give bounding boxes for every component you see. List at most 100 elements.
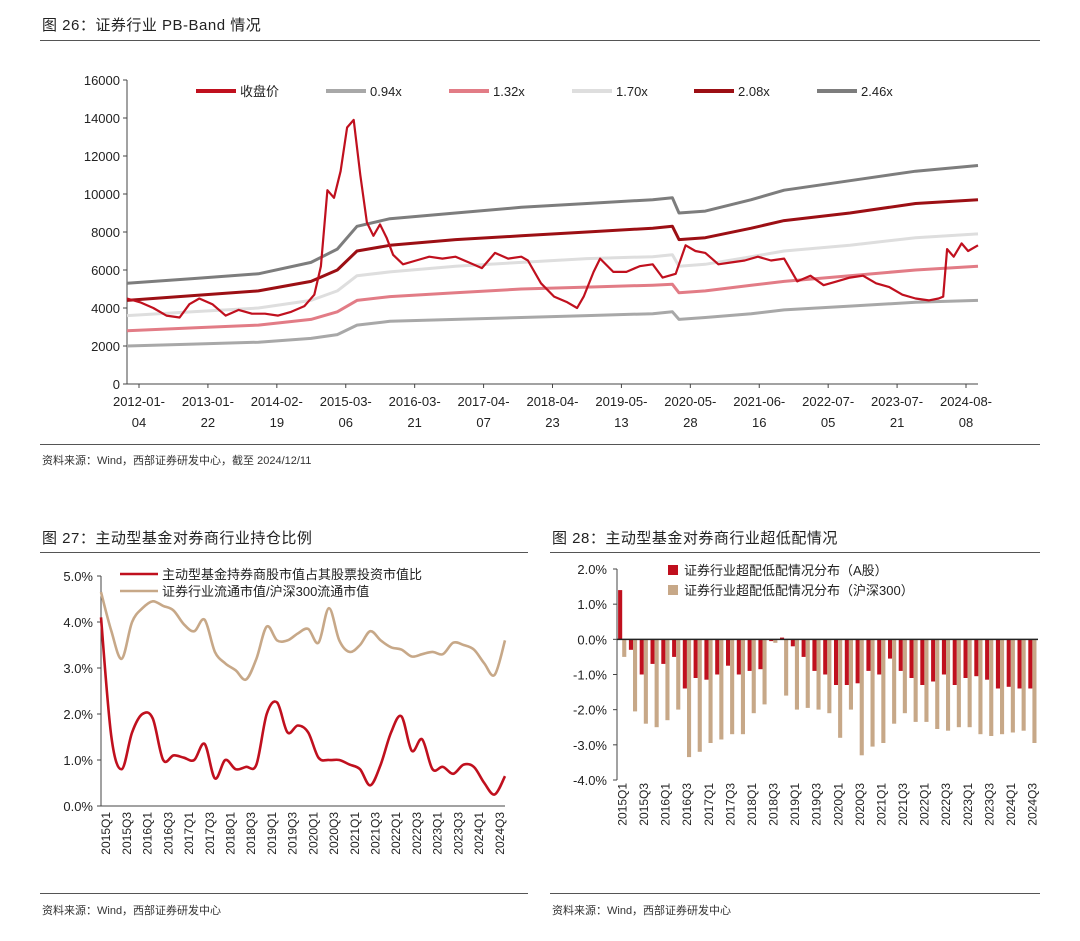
bar-a-share (888, 639, 893, 659)
legend-label: 2.46x (861, 84, 893, 99)
x-tick-label: 04 (132, 415, 146, 430)
bar-hs300 (643, 639, 648, 724)
x-tick-label: 08 (959, 415, 973, 430)
bar-hs300 (687, 639, 692, 758)
bar-hs300 (924, 639, 929, 722)
fig28-top-rule (550, 552, 1040, 553)
y-tick-label: 12000 (84, 149, 120, 164)
x-tick-label: 2014-02- (251, 394, 303, 409)
bar-hs300 (654, 639, 659, 728)
bar-a-share (877, 639, 882, 675)
series-line-收盘价 (126, 118, 979, 319)
legend-label: 证券行业超配低配情况分布（沪深300） (684, 583, 914, 598)
x-tick-label: 2016Q1 (141, 812, 155, 855)
y-tick-label: 2.0% (63, 707, 93, 722)
x-tick-label: 07 (476, 415, 490, 430)
x-tick-label: 05 (821, 415, 835, 430)
bar-hs300 (967, 639, 972, 728)
series-line-证券行业流通市值/沪深300流通市值 (99, 591, 507, 682)
y-tick-label: 3.0% (63, 661, 93, 676)
x-tick-label: 2018Q1 (745, 783, 759, 826)
x-tick-label: 2018Q1 (224, 812, 238, 855)
x-tick-label: 2020-05- (664, 394, 716, 409)
legend-label: 证券行业超配低配情况分布（A股） (684, 563, 888, 578)
bar-a-share (747, 639, 752, 671)
x-tick-label: 2019Q1 (265, 812, 279, 855)
bar-a-share (941, 639, 946, 675)
x-tick-label: 2016Q3 (680, 783, 694, 826)
bar-hs300 (892, 639, 897, 724)
x-tick-label: 2022Q3 (410, 812, 424, 855)
bar-a-share (1017, 639, 1022, 689)
bar-hs300 (859, 639, 864, 756)
fig26-title: 图 26：证券行业 PB-Band 情况 (42, 17, 262, 34)
bar-hs300 (838, 639, 843, 738)
fig27-top-rule (40, 552, 528, 553)
bar-hs300 (870, 639, 875, 747)
bar-hs300 (633, 639, 638, 712)
bar-hs300 (740, 639, 745, 735)
bar-a-share (898, 639, 903, 671)
legend-label: 2.08x (738, 84, 770, 99)
x-tick-label: 2020Q3 (853, 783, 867, 826)
bar-hs300 (956, 639, 961, 728)
y-tick-label: -2.0% (573, 703, 607, 718)
y-tick-label: -3.0% (573, 738, 607, 753)
bar-a-share (650, 639, 655, 664)
bar-a-share (1028, 639, 1033, 689)
bar-hs300 (622, 639, 627, 657)
series-line-2.08x (126, 198, 979, 302)
bar-hs300 (881, 639, 886, 743)
bar-a-share (704, 639, 709, 680)
bar-hs300 (676, 639, 681, 710)
x-tick-label: 2024Q1 (1004, 783, 1018, 826)
bar-a-share (931, 639, 936, 682)
y-tick-label: 0 (113, 377, 120, 392)
x-tick-label: 2017Q3 (203, 812, 217, 855)
bar-a-share (952, 639, 957, 685)
x-tick-label: 2015Q1 (615, 783, 629, 826)
x-tick-label: 21 (407, 415, 421, 430)
x-tick-label: 2015Q3 (120, 812, 134, 855)
x-tick-label: 2019Q3 (810, 783, 824, 826)
bar-hs300 (805, 639, 810, 708)
bar-a-share (726, 639, 731, 666)
x-tick-label: 19 (270, 415, 284, 430)
x-tick-label: 2020Q3 (327, 812, 341, 855)
bar-hs300 (989, 639, 994, 736)
bar-hs300 (751, 639, 756, 714)
x-tick-label: 22 (201, 415, 215, 430)
x-tick-label: 2016-03- (389, 394, 441, 409)
x-tick-label: 2015Q1 (99, 812, 113, 855)
x-tick-label: 2022Q1 (389, 812, 403, 855)
x-tick-label: 2015-03- (320, 394, 372, 409)
bar-a-share (672, 639, 677, 657)
bar-a-share (963, 639, 968, 678)
x-tick-label: 2017Q1 (702, 783, 716, 826)
legend-swatch (668, 565, 678, 575)
fig28-title: 图 28：主动型基金对券商行业超低配情况 (552, 530, 838, 547)
x-tick-label: 2023Q1 (961, 783, 975, 826)
bar-a-share (661, 639, 666, 664)
bar-a-share (682, 639, 687, 689)
y-tick-label: 0.0% (577, 632, 607, 647)
bar-hs300 (1021, 639, 1026, 731)
bar-hs300 (827, 639, 832, 714)
series-line-2.46x (126, 164, 979, 285)
fig27-title: 图 27：主动型基金对券商行业持仓比例 (42, 530, 313, 547)
x-tick-label: 2020Q1 (306, 812, 320, 855)
bar-a-share (618, 590, 623, 640)
bar-hs300 (708, 639, 713, 743)
x-tick-label: 16 (752, 415, 766, 430)
y-tick-label: 6000 (91, 263, 120, 278)
bar-a-share (769, 639, 774, 642)
x-tick-label: 2019Q1 (788, 783, 802, 826)
y-tick-label: 2000 (91, 339, 120, 354)
bar-a-share (855, 639, 860, 684)
y-tick-label: 2.0% (577, 562, 607, 577)
x-tick-label: 2018-04- (526, 394, 578, 409)
bar-hs300 (902, 639, 907, 714)
bar-a-share (920, 639, 925, 685)
x-tick-label: 2024Q3 (1026, 783, 1040, 826)
